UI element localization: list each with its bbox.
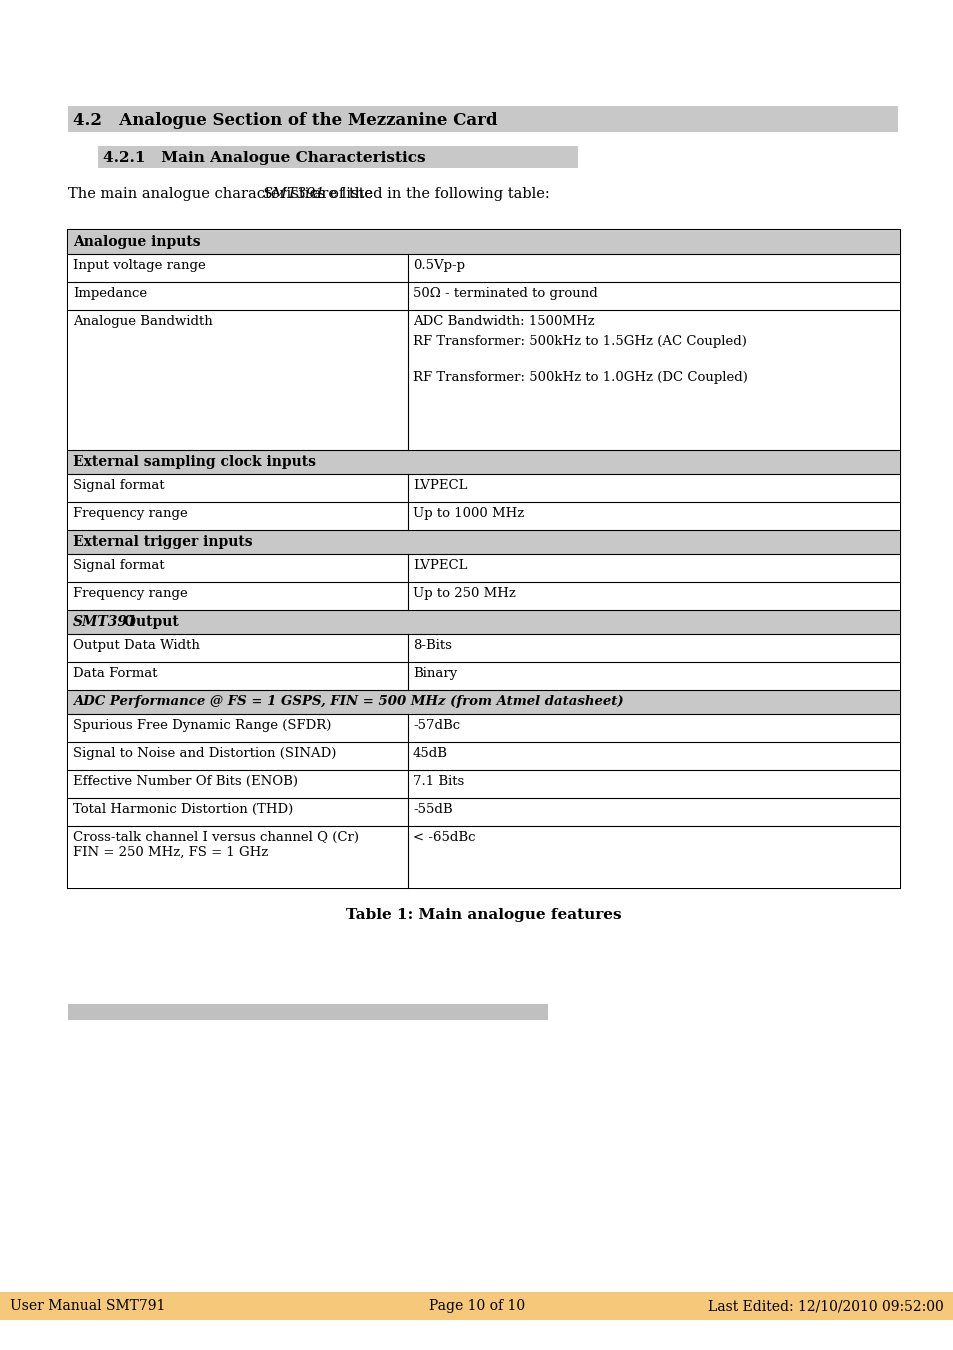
Text: Table 1: Main analogue features: Table 1: Main analogue features: [346, 909, 621, 922]
Bar: [68, 502, 899, 531]
Text: -55dB: -55dB: [413, 803, 452, 815]
Text: Output: Output: [119, 616, 178, 629]
Bar: [68, 554, 899, 582]
Bar: [68, 282, 899, 310]
Bar: [68, 230, 899, 254]
Text: Up to 1000 MHz: Up to 1000 MHz: [413, 508, 524, 520]
Bar: [68, 826, 899, 888]
Text: 0.5Vp-p: 0.5Vp-p: [413, 259, 464, 271]
Text: Impedance: Impedance: [73, 288, 147, 300]
Text: Frequency range: Frequency range: [73, 587, 188, 599]
Text: 4.2.1   Main Analogue Characteristics: 4.2.1 Main Analogue Characteristics: [103, 151, 425, 165]
Text: Analogue Bandwidth: Analogue Bandwidth: [73, 315, 213, 328]
Bar: [68, 610, 899, 634]
Text: Page 10 of 10: Page 10 of 10: [429, 1299, 524, 1314]
Text: RF Transformer: 500kHz to 1.5GHz (AC Coupled): RF Transformer: 500kHz to 1.5GHz (AC Cou…: [413, 335, 746, 348]
Bar: [68, 474, 899, 502]
Bar: [68, 714, 899, 743]
Text: are listed in the following table:: are listed in the following table:: [308, 188, 549, 201]
Text: Signal to Noise and Distortion (SINAD): Signal to Noise and Distortion (SINAD): [73, 747, 336, 760]
Text: Up to 250 MHz: Up to 250 MHz: [413, 587, 516, 599]
Text: 45dB: 45dB: [413, 747, 448, 760]
Text: Frequency range: Frequency range: [73, 508, 188, 520]
Text: Output Data Width: Output Data Width: [73, 639, 200, 652]
Text: Signal format: Signal format: [73, 479, 165, 491]
Text: Total Harmonic Distortion (THD): Total Harmonic Distortion (THD): [73, 803, 293, 815]
Bar: [68, 531, 899, 554]
Text: Spurious Free Dynamic Range (SFDR): Spurious Free Dynamic Range (SFDR): [73, 720, 331, 732]
Bar: [68, 690, 899, 714]
Text: 4.2   Analogue Section of the Mezzanine Card: 4.2 Analogue Section of the Mezzanine Ca…: [73, 112, 497, 130]
Bar: [68, 230, 899, 888]
Bar: [68, 662, 899, 690]
Text: Binary: Binary: [413, 667, 456, 680]
Text: RF Transformer: 500kHz to 1.0GHz (DC Coupled): RF Transformer: 500kHz to 1.0GHz (DC Cou…: [413, 371, 747, 383]
Bar: [68, 107, 897, 132]
Bar: [68, 582, 899, 610]
Text: Input voltage range: Input voltage range: [73, 259, 206, 271]
Bar: [68, 769, 899, 798]
Text: ADC Performance @ FS = 1 GSPS, FIN = 500 MHz (from Atmel datasheet): ADC Performance @ FS = 1 GSPS, FIN = 500…: [73, 695, 623, 707]
Text: User Manual SMT791: User Manual SMT791: [10, 1299, 165, 1314]
Text: Analogue inputs: Analogue inputs: [73, 235, 200, 248]
Text: Last Edited: 12/10/2010 09:52:00: Last Edited: 12/10/2010 09:52:00: [707, 1299, 943, 1314]
Bar: [98, 146, 578, 167]
Bar: [68, 254, 899, 282]
Text: Data Format: Data Format: [73, 667, 157, 680]
Bar: [68, 310, 899, 450]
Text: 8-Bits: 8-Bits: [413, 639, 452, 652]
Bar: [68, 743, 899, 770]
Text: External sampling clock inputs: External sampling clock inputs: [73, 455, 315, 468]
Text: SMT391: SMT391: [73, 616, 137, 629]
Text: SMT391: SMT391: [263, 188, 325, 201]
Bar: [68, 798, 899, 826]
Text: -57dBc: -57dBc: [413, 720, 459, 732]
Text: LVPECL: LVPECL: [413, 479, 467, 491]
Text: Effective Number Of Bits (ENOB): Effective Number Of Bits (ENOB): [73, 775, 297, 788]
Bar: [68, 1004, 547, 1021]
Text: 50Ω - terminated to ground: 50Ω - terminated to ground: [413, 288, 598, 300]
Text: Signal format: Signal format: [73, 559, 165, 572]
Text: Cross-talk channel I versus channel Q (Cr)
FIN = 250 MHz, FS = 1 GHz: Cross-talk channel I versus channel Q (C…: [73, 832, 358, 859]
Bar: [68, 450, 899, 474]
Text: The main analogue characteristics of the: The main analogue characteristics of the: [68, 188, 377, 201]
Bar: [68, 634, 899, 662]
Text: LVPECL: LVPECL: [413, 559, 467, 572]
Text: External trigger inputs: External trigger inputs: [73, 535, 253, 549]
Text: ADC Bandwidth: 1500MHz: ADC Bandwidth: 1500MHz: [413, 315, 594, 328]
Bar: [0, 1292, 953, 1320]
Text: < -65dBc: < -65dBc: [413, 832, 475, 844]
Text: 7.1 Bits: 7.1 Bits: [413, 775, 464, 788]
